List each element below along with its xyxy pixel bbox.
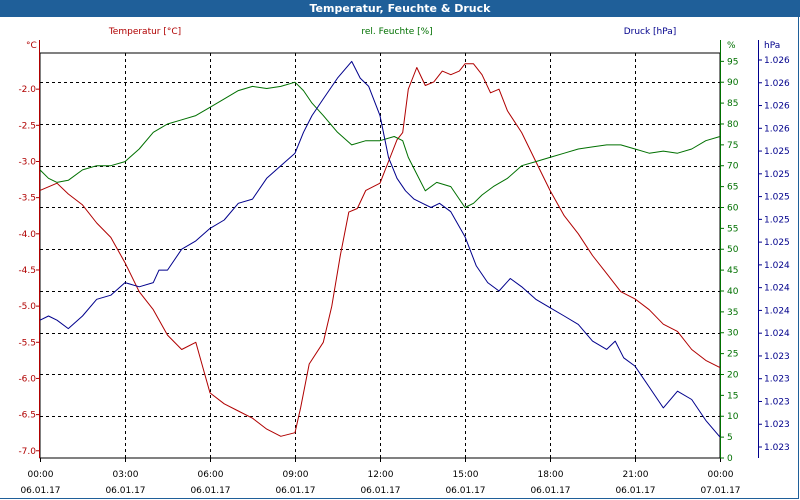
humidity-tick-label: 30: [727, 329, 739, 339]
humidity-tick-label: 10: [727, 412, 739, 422]
pressure-tick-label: 1.024: [764, 306, 790, 316]
pressure-tick-label: 1.026: [764, 56, 790, 66]
x-tick-label-time: 15:00: [453, 470, 479, 480]
humidity-tick-label: 15: [727, 391, 738, 401]
x-tick-label-date: 06.01.17: [275, 486, 315, 496]
x-tick-label-time: 12:00: [368, 470, 394, 480]
humidity-tick-label: 40: [727, 287, 739, 297]
humidity-tick-label: 70: [727, 162, 739, 172]
pressure-axis-label: Druck [hPa]: [624, 27, 677, 37]
pressure-tick-label: 1.026: [764, 102, 790, 112]
pressure-tick-label: 1.023: [764, 443, 790, 453]
x-tick-label-time: 03:00: [113, 470, 139, 480]
x-tick-label-date: 07.01.17: [700, 486, 740, 496]
x-tick-label-date: 06.01.17: [445, 486, 485, 496]
pressure-unit: hPa: [764, 41, 780, 51]
humidity-unit: %: [727, 41, 736, 51]
humidity-tick-label: 95: [727, 57, 738, 67]
series-lines: [39, 60, 721, 438]
temperature-tick-label: -4.5: [18, 266, 36, 276]
pressure-tick-label: 1.024: [764, 284, 790, 294]
x-tick-label-date: 06.01.17: [105, 486, 145, 496]
temperature-tick-label: -6.5: [18, 411, 36, 421]
chart-title: Temperatur, Feuchte & Druck: [0, 0, 800, 17]
pressure-tick-label: 1.023: [764, 420, 790, 430]
x-tick-label-date: 06.01.17: [530, 486, 570, 496]
humidity-tick-label: 25: [727, 350, 738, 360]
x-tick-label-date: 06.01.17: [615, 486, 655, 496]
pressure-tick-label: 1.026: [764, 79, 790, 89]
grid-lines: [40, 53, 720, 458]
pressure-tick-label: 1.023: [764, 397, 790, 407]
x-tick-label-date: 06.01.17: [190, 486, 230, 496]
temperature-tick-label: -5.5: [18, 338, 36, 348]
x-tick-label-time: 00:00: [708, 470, 734, 480]
temperature-tick-label: -3.0: [18, 157, 36, 167]
pressure-tick-label: 1.025: [764, 193, 790, 203]
x-tick-label-date: 06.01.17: [20, 486, 60, 496]
chart-frame: [0, 17, 799, 499]
pressure-tick-label: 1.024: [764, 329, 790, 339]
temperature-series-line: [39, 63, 721, 437]
axis-labels: 00:00 06.01.17 03:00 06.01.17 06:00 06.01.17 0…: [18, 27, 790, 496]
humidity-tick-label: 0: [727, 454, 733, 464]
temperature-axis-label: Temperatur [°C]: [108, 27, 181, 37]
humidity-tick-label: 65: [727, 183, 738, 193]
humidity-tick-label: 55: [727, 224, 738, 234]
humidity-tick-label: 75: [727, 141, 738, 151]
pressure-tick-label: 1.026: [764, 124, 790, 134]
temperature-tick-label: -7.0: [18, 447, 36, 457]
humidity-tick-label: 85: [727, 99, 738, 109]
x-tick-label-time: 21:00: [623, 470, 649, 480]
humidity-tick-label: 35: [727, 308, 738, 318]
x-tick-label-time: 06:00: [198, 470, 224, 480]
pressure-tick-label: 1.024: [764, 261, 790, 271]
temperature-tick-label: -4.0: [18, 230, 36, 240]
pressure-tick-label: 1.025: [764, 215, 790, 225]
pressure-tick-label: 1.025: [764, 170, 790, 180]
temperature-unit: °C: [26, 41, 37, 51]
humidity-tick-label: 45: [727, 266, 738, 276]
pressure-series-line: [39, 60, 721, 438]
temperature-tick-label: -2.5: [18, 121, 36, 131]
humidity-tick-label: 60: [727, 203, 739, 213]
axes: [36, 40, 762, 462]
pressure-tick-label: 1.023: [764, 375, 790, 385]
temperature-tick-label: -3.5: [18, 194, 36, 204]
pressure-tick-label: 1.025: [764, 238, 790, 248]
humidity-tick-label: 80: [727, 120, 739, 130]
pressure-tick-label: 1.023: [764, 352, 790, 362]
x-tick-label-time: 18:00: [538, 470, 564, 480]
humidity-tick-label: 20: [727, 370, 739, 380]
x-tick-label-date: 06.01.17: [360, 486, 400, 496]
x-tick-label-time: 09:00: [283, 470, 309, 480]
humidity-axis-label: rel. Feuchte [%]: [361, 27, 432, 37]
temperature-tick-label: -2.0: [18, 85, 36, 95]
x-tick-label-time: 00:00: [28, 470, 54, 480]
temperature-tick-label: -6.0: [18, 374, 36, 384]
humidity-tick-label: 90: [727, 78, 739, 88]
humidity-tick-label: 50: [727, 245, 739, 255]
humidity-tick-label: 5: [727, 433, 733, 443]
temperature-tick-label: -5.0: [18, 302, 36, 312]
humidity-series-line: [39, 81, 721, 208]
pressure-tick-label: 1.025: [764, 147, 790, 157]
